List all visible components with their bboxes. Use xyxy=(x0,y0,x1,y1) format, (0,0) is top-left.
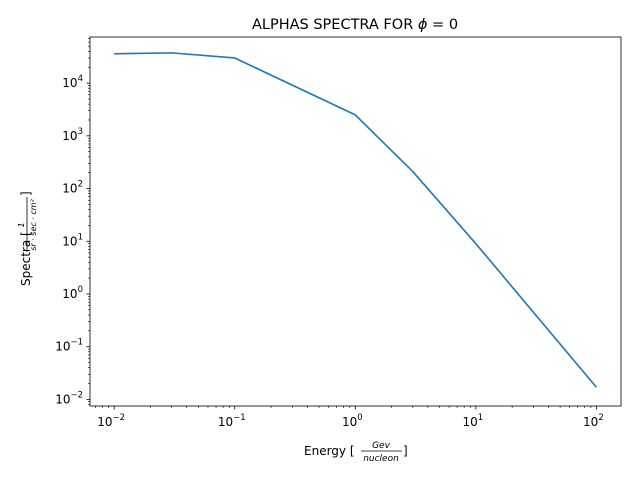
x-axis-label-text: Energy [ xyxy=(304,444,355,458)
x-axis-label: Energy [ Gev nucleon ] xyxy=(304,441,408,464)
x-tick-label: 100 xyxy=(342,413,363,429)
x-axis-label-close: ] xyxy=(403,444,408,458)
y-axis-label-text: Spectra [ xyxy=(19,231,33,286)
x-tick-label: 10−2 xyxy=(97,413,125,429)
axes-frame xyxy=(89,36,622,407)
y-tick-label: 104 xyxy=(62,74,83,90)
y-tick-label: 100 xyxy=(62,285,83,301)
x-axis-ticks: 10−2 10−1 100 101 102 xyxy=(95,406,604,429)
y-axis-label: Spectra [ 1 sr · sec · cm² ] xyxy=(17,191,38,286)
y-tick-label: 103 xyxy=(62,127,83,143)
y-axis-label-numerator: 1 xyxy=(17,222,26,227)
y-tick-label: 10−2 xyxy=(55,390,83,406)
x-tick-label: 10−1 xyxy=(218,413,246,429)
data-line xyxy=(114,52,598,388)
plot-area: 10−2 10−1 100 101 102 10−210−110010110210310… xyxy=(55,36,622,429)
y-tick-label: 102 xyxy=(62,180,83,196)
x-tick-label: 101 xyxy=(462,413,483,429)
y-axis-label-close: ] xyxy=(19,191,33,196)
y-axis-label-denominator: sr · sec · cm² xyxy=(29,198,38,250)
y-tick-label: 101 xyxy=(62,232,83,248)
y-tick-label: 10−1 xyxy=(55,338,83,354)
y-axis-ticks: 10−2 10−1 100 101 102 103 104 xyxy=(55,38,90,406)
x-axis-label-denominator: nucleon xyxy=(363,454,399,464)
x-tick-label: 102 xyxy=(583,413,604,429)
chart-title: ALPHAS SPECTRA FOR ϕ = 0 xyxy=(252,17,458,33)
x-axis-label-numerator: Gev xyxy=(372,441,391,451)
